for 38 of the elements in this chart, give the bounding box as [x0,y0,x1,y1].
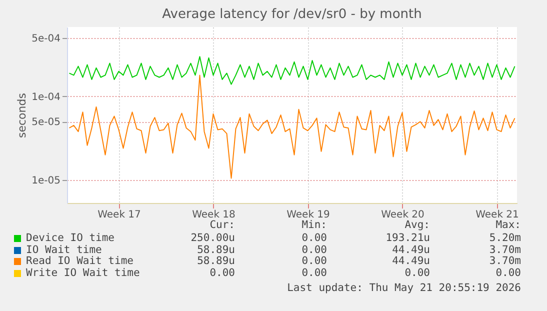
text: Avg: [404,219,430,231]
text: 193.21u [386,232,430,244]
text: Max: [496,219,521,231]
text: 5.20m [489,232,521,244]
x-tick-label: Week 21 [476,210,519,220]
text: 58.89u [197,244,235,256]
legend-label: Device IO time [26,232,115,244]
text: 3.70m [489,255,521,268]
y-tick-label: 5e-04 [32,34,60,45]
x-tick-label: Week 20 [381,210,424,220]
chart-title: Average latency for /dev/sr0 - by month [162,7,422,22]
text: 250.00u [190,232,235,244]
text: Last update: Thu May 21 20:55:19 2026 [287,282,521,294]
x-tick-label: Week 18 [192,210,236,220]
text: 0.00 [302,267,327,280]
legend-label: IO Wait time [26,244,102,256]
text: 44.49u [392,255,430,268]
legend-label: Read IO Wait time [26,255,134,268]
text: 3.70m [489,244,521,256]
y-tick-label: 5e-05 [32,117,60,128]
text: 58.89u [197,255,235,268]
y-tick-label: 1e-04 [32,92,60,103]
line-series [68,56,516,85]
legend-label: Write IO Wait time [26,267,140,280]
text: 0.00 [404,267,430,280]
y-tick-label: 1e-05 [32,175,60,186]
text: 0.00 [302,232,327,244]
text: 0.00 [210,267,235,280]
text: 44.49u [392,244,430,256]
x-tick-label: Week 19 [286,210,330,220]
line-series [68,74,516,179]
text: 0.00 [302,244,327,256]
text: 0.00 [302,255,327,268]
text: 0.00 [496,267,521,280]
text: Cur: [210,219,235,231]
y-axis-title: seconds [16,92,29,138]
text: Min: [302,219,327,231]
x-tick-label: Week 17 [98,210,141,220]
